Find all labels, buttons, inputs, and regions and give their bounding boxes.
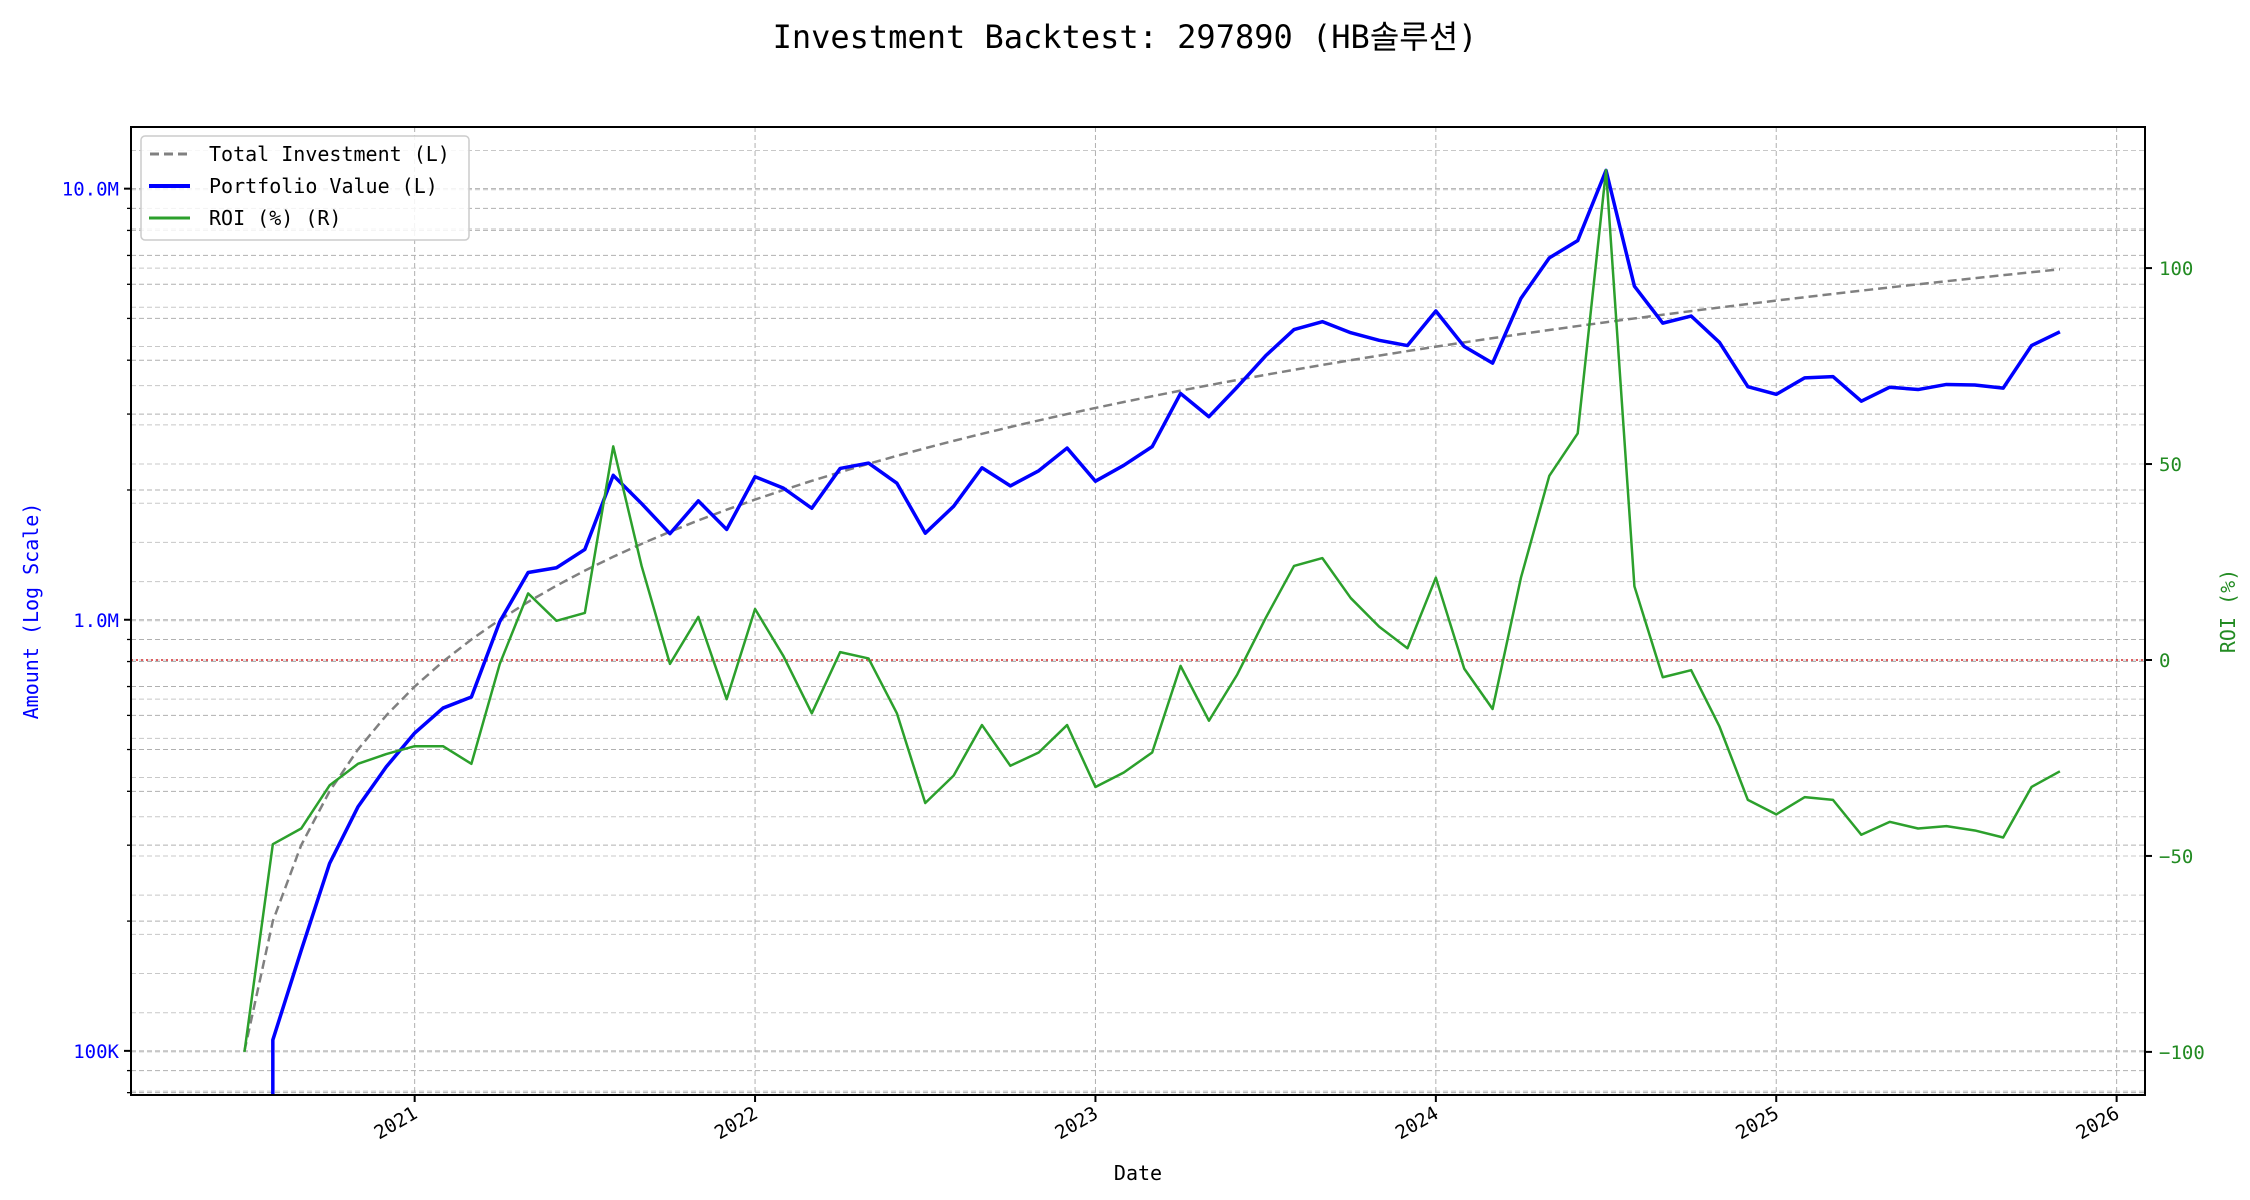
x-axis-label: Date — [1114, 1161, 1162, 1185]
axes-frame — [130, 126, 2146, 1096]
x-tick-label: 2026 — [2072, 1102, 2123, 1144]
legend-label-roi: ROI (%) (R) — [209, 206, 341, 230]
right-tick-label: 100 — [2159, 258, 2193, 280]
legend-label-total-investment: Total Investment (L) — [209, 142, 450, 166]
x-tick-label: 2025 — [1732, 1102, 1783, 1144]
left-tick-label: 100K — [73, 1041, 119, 1063]
x-tick-label: 2024 — [1392, 1102, 1443, 1144]
chart-title: Investment Backtest: 297890 (HB솔루션) — [773, 18, 1478, 56]
legend: Total Investment (L) Portfolio Value (L)… — [140, 135, 470, 241]
left-tick-label: 1.0M — [73, 610, 119, 632]
right-tick-label: 0 — [2159, 650, 2170, 672]
right-tick-label: 50 — [2159, 454, 2182, 476]
grid — [131, 127, 2145, 1095]
right-axis-label: ROI (%) — [2216, 569, 2240, 653]
right-tick-label: −50 — [2159, 846, 2193, 868]
legend-label-portfolio-value: Portfolio Value (L) — [209, 174, 438, 198]
left-tick-label: 10.0M — [62, 179, 119, 201]
right-tick-label: −100 — [2159, 1042, 2205, 1064]
legend-box — [140, 135, 470, 241]
x-tick-label: 2023 — [1051, 1102, 1102, 1144]
x-tick-label: 2022 — [711, 1102, 762, 1144]
x-tick-label: 2021 — [371, 1102, 422, 1144]
plot-lines — [243, 168, 2061, 1095]
left-axis-label: Amount (Log Scale) — [19, 503, 43, 720]
roi-line — [243, 168, 2061, 1053]
